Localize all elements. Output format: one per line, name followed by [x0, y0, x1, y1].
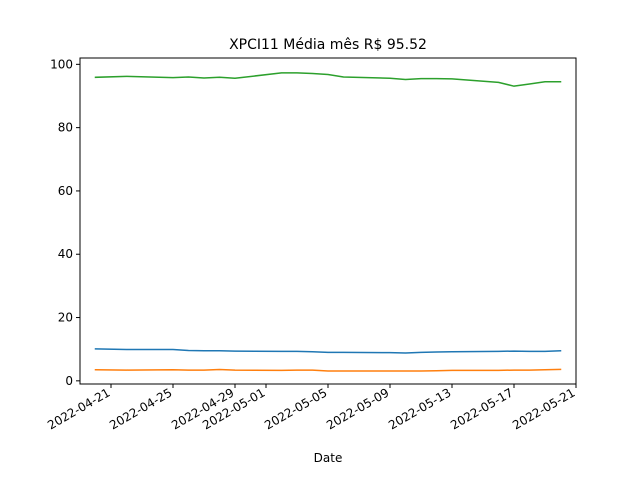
x-axis-label: Date: [314, 451, 343, 465]
chart-title: XPCI11 Média mês R$ 95.52: [229, 37, 427, 53]
y-tick-label: 40: [58, 247, 73, 261]
y-tick-label: 0: [65, 374, 73, 388]
y-axis: 0 20 40 60 80 100: [50, 57, 80, 388]
plot-frame: [79, 57, 577, 385]
y-tick-label: 60: [58, 184, 73, 198]
series-line-3: [94, 72, 562, 87]
series-line-1: [94, 348, 562, 354]
series-line-2: [94, 368, 562, 372]
series-layer: [94, 72, 562, 372]
y-tick-label: 80: [58, 121, 73, 135]
y-tick-label: 100: [50, 57, 73, 71]
y-tick-label: 20: [58, 311, 73, 325]
